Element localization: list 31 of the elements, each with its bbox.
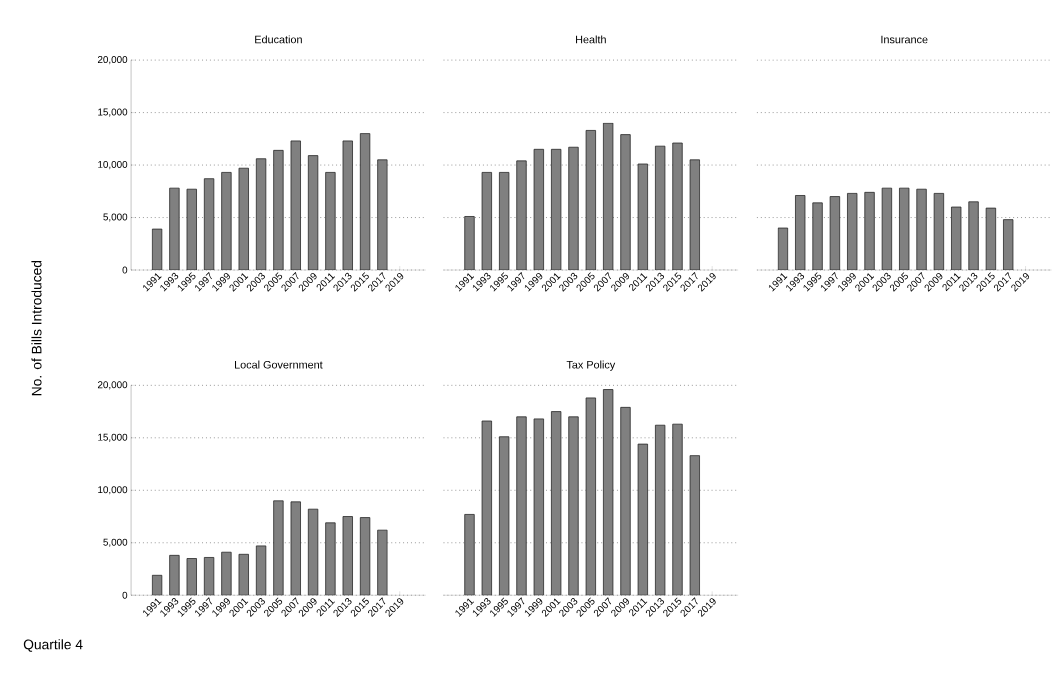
y-tick-label: 0 [122, 591, 128, 599]
y-tick-label: 10,000 [98, 161, 128, 170]
chart-title: Insurance [881, 35, 928, 44]
bar [325, 522, 336, 596]
y-tick-label: 0 [122, 266, 128, 274]
y-tick-label: 15,000 [98, 433, 128, 442]
y-tick-label: 15,000 [98, 108, 128, 117]
bar [968, 201, 979, 271]
y-tick-label: 5,000 [103, 213, 128, 222]
chart-title: Health [576, 35, 606, 44]
text: Quartile 4 [23, 639, 83, 652]
bar [221, 172, 232, 271]
y-tick-label: 10,000 [98, 486, 128, 495]
bar [812, 202, 823, 271]
chart-title: Tax Policy [566, 360, 616, 371]
bar [864, 191, 875, 271]
bar [169, 187, 180, 271]
chart-title: Education [255, 35, 302, 44]
bar [325, 172, 336, 271]
bar [377, 529, 388, 596]
y-tick-label: 20,000 [97, 381, 128, 390]
bar [273, 149, 284, 271]
bar [273, 500, 284, 596]
y-tick-label: 5,000 [103, 538, 128, 547]
bar [916, 188, 927, 271]
bar [377, 159, 388, 271]
bar [221, 551, 232, 596]
chart-title: Local Government [235, 360, 323, 369]
y-axis-title: No. of Bills Introduced [31, 260, 42, 396]
bar [169, 554, 180, 596]
y-tick-label: 20,000 [97, 56, 128, 65]
